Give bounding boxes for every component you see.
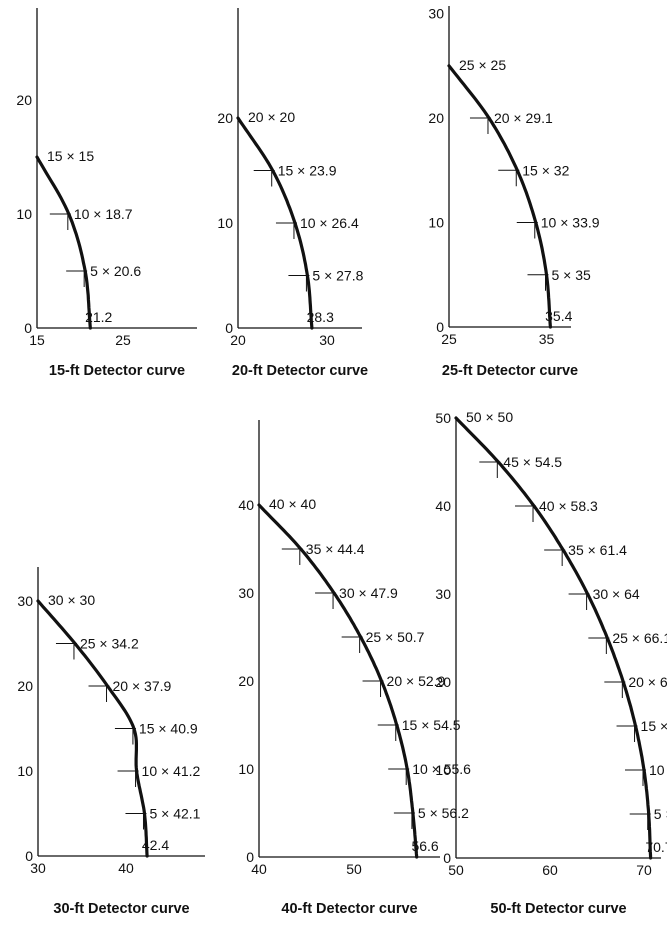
y-tick-label: 10 (16, 206, 32, 222)
detector-chart-1: 0 10 20 15 25 15 × 15 10 × 18.7 5 × 20.6 21.2 15-… (16, 8, 197, 379)
point-label: 50 × 50 (466, 409, 513, 425)
point-label: 25 × 25 (459, 57, 506, 73)
y-tick-label: 0 (436, 319, 444, 335)
point-label: 25 × 50.7 (366, 629, 425, 645)
point-label: 35 × 44.4 (306, 541, 365, 557)
x-tick-label: 50 (448, 862, 464, 878)
point-label: 10 × 70 (649, 762, 667, 778)
point-label: 15 × 54.5 (402, 717, 461, 733)
chart-caption: 50-ft Detector curve (490, 901, 626, 917)
point-label: 5 × 20.6 (90, 263, 141, 279)
detector-curve (35, 155, 92, 330)
point-label: 10 × 18.7 (74, 206, 133, 222)
point-label: 10 × 33.9 (541, 215, 600, 231)
detector-curve (447, 64, 552, 329)
point-label: 40 × 58.3 (539, 498, 598, 514)
point-label: 20 × 20 (248, 109, 295, 125)
point-label: 20 × 52.9 (387, 673, 446, 689)
end-value-label: 56.6 (411, 838, 438, 854)
point-label: 15 × 32 (522, 162, 569, 178)
x-tick-label: 15 (29, 332, 45, 348)
point-label: 30 × 30 (48, 592, 95, 608)
y-tick-label: 20 (435, 674, 451, 690)
x-tick-label: 40 (251, 861, 267, 877)
y-tick-label: 20 (238, 673, 254, 689)
detector-chart-6: 0 10 20 30 40 50 50 60 70 50 × 50 45 × 54.5 40 × 58… (435, 409, 667, 917)
detector-chart-5: 0 10 20 30 40 40 50 40 × 40 35 × 44.4 30 × 47.9 25… (238, 420, 471, 917)
point-label: 20 × 37.9 (113, 678, 172, 694)
y-tick-label: 0 (24, 320, 32, 336)
point-label: 10 × 26.4 (300, 215, 359, 231)
x-tick-label: 35 (539, 331, 555, 347)
x-tick-label: 70 (636, 862, 652, 878)
x-tick-label: 25 (441, 331, 457, 347)
y-tick-label: 20 (17, 678, 33, 694)
y-tick-label: 30 (238, 585, 254, 601)
x-tick-label: 50 (346, 861, 362, 877)
chart-caption: 40-ft Detector curve (281, 901, 417, 917)
point-label: 20 × 67.8 (628, 674, 667, 690)
detector-chart-4: 0 10 20 30 30 40 30 × 30 25 × 34.2 20 × 37.9 15 ×… (17, 567, 205, 917)
y-tick-label: 50 (435, 410, 451, 426)
chart-caption: 15-ft Detector curve (49, 363, 185, 379)
x-tick-label: 30 (30, 860, 46, 876)
point-label: 25 × 66.1 (612, 630, 667, 646)
y-tick-label: 40 (238, 497, 254, 513)
chart-caption: 30-ft Detector curve (53, 901, 189, 917)
x-tick-label: 40 (118, 860, 134, 876)
y-tick-label: 20 (428, 110, 444, 126)
y-tick-label: 10 (238, 761, 254, 777)
x-tick-label: 30 (319, 332, 335, 348)
point-label: 5 × 70.5 (654, 806, 667, 822)
y-tick-label: 10 (217, 215, 233, 231)
point-label: 5 × 56.2 (418, 805, 469, 821)
y-tick-label: 10 (435, 762, 451, 778)
point-label: 10 × 41.2 (142, 763, 201, 779)
point-label: 15 × 15 (47, 148, 94, 164)
x-tick-label: 60 (542, 862, 558, 878)
point-label: 35 × 61.4 (568, 542, 627, 558)
detector-chart-3: 0 10 20 30 25 35 25 × 25 20 × 29.1 15 × 32 10 × 3… (428, 6, 599, 380)
point-label: 15 × 69.1 (641, 718, 667, 734)
point-label: 25 × 34.2 (80, 636, 139, 652)
point-label: 5 × 42.1 (149, 806, 200, 822)
detector-chart-2: 0 10 20 20 30 20 × 20 15 × 23.9 10 × 26.4 5 × 27… (217, 8, 368, 379)
x-tick-label: 25 (115, 332, 131, 348)
y-tick-label: 0 (246, 849, 254, 865)
end-value-label: 35.4 (545, 308, 572, 324)
y-tick-label: 0 (225, 320, 233, 336)
point-label: 5 × 27.8 (312, 268, 363, 284)
y-tick-label: 30 (17, 593, 33, 609)
point-label: 15 × 40.9 (139, 721, 198, 737)
point-label: 30 × 47.9 (339, 585, 398, 601)
point-label: 20 × 29.1 (494, 110, 553, 126)
point-label: 40 × 40 (269, 496, 316, 512)
point-label: 5 × 35 (552, 267, 592, 283)
end-value-label: 28.3 (307, 309, 334, 325)
chart-caption: 20-ft Detector curve (232, 363, 368, 379)
point-label: 45 × 54.5 (503, 454, 562, 470)
y-tick-label: 20 (217, 110, 233, 126)
end-value-label: 42.4 (142, 837, 169, 853)
y-tick-label: 20 (16, 92, 32, 108)
y-tick-label: 10 (428, 215, 444, 231)
x-tick-label: 20 (230, 332, 246, 348)
y-tick-label: 30 (435, 586, 451, 602)
y-tick-label: 10 (17, 763, 33, 779)
end-value-label: 70.7 (645, 839, 667, 855)
y-tick-label: 40 (435, 498, 451, 514)
y-tick-label: 30 (428, 6, 444, 22)
y-tick-label: 0 (443, 850, 451, 866)
point-label: 30 × 64 (593, 586, 640, 602)
y-tick-label: 0 (25, 848, 33, 864)
end-value-label: 21.2 (85, 309, 112, 325)
chart-caption: 25-ft Detector curve (442, 363, 578, 379)
point-label: 15 × 23.9 (278, 163, 337, 179)
